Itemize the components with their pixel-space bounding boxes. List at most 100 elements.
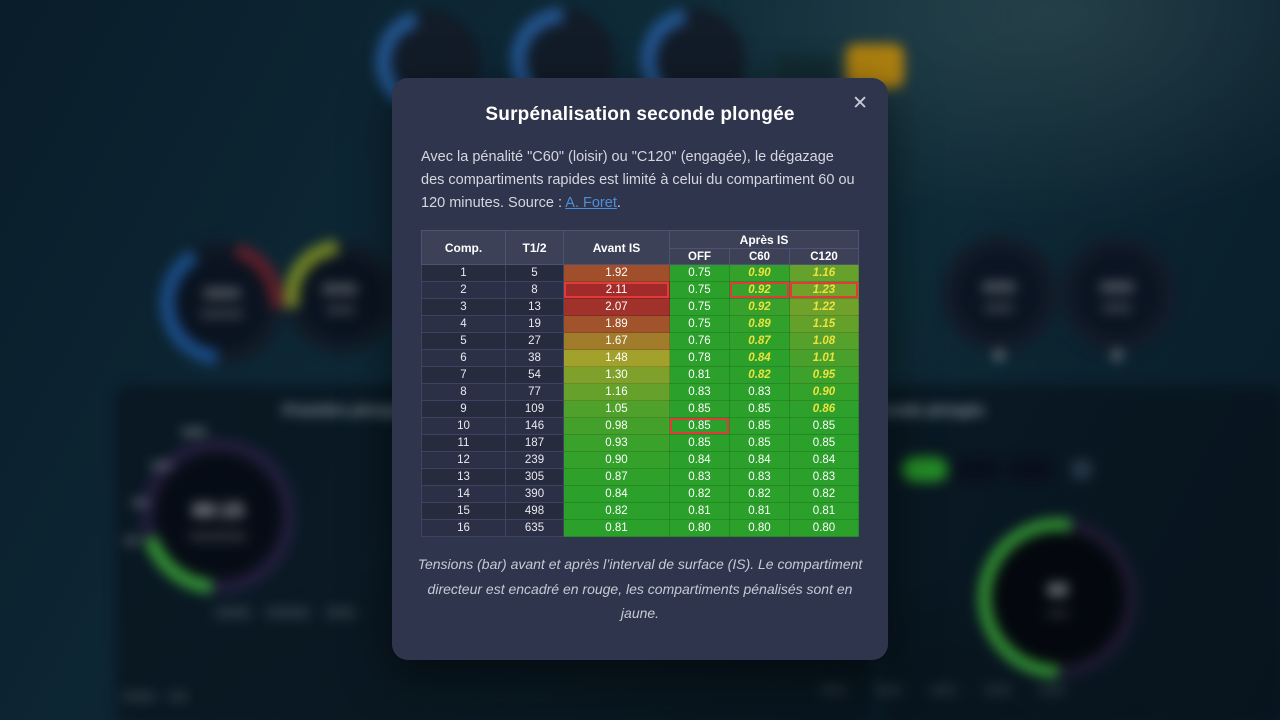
cell-c60: 0.84 <box>729 451 790 469</box>
source-link[interactable]: A. Foret <box>565 195 617 211</box>
cell-off: 0.83 <box>669 383 730 401</box>
cell-avant: 0.93 <box>563 434 670 452</box>
cell-avant: 0.81 <box>563 519 670 537</box>
col-header-avant: Avant IS <box>563 230 670 265</box>
cell-off: 0.76 <box>669 332 730 350</box>
cell-c120: 0.83 <box>789 468 859 486</box>
first-dive-panel-title: Première plongée <box>283 402 409 419</box>
table-row: 8 77 1.16 0.83 0.83 0.90 <box>421 383 859 401</box>
cell-t12: 5 <box>505 264 564 282</box>
cell-c120: 0.86 <box>789 400 859 418</box>
table-row: 4 19 1.89 0.75 0.89 1.15 <box>421 315 859 333</box>
cell-t12: 109 <box>505 400 564 418</box>
dive-timer-value: 00:15 <box>192 500 244 522</box>
mid-right-gauge-1 <box>942 236 1058 352</box>
cell-avant: 0.98 <box>563 417 670 435</box>
col-header-t12: T1/2 <box>505 230 564 265</box>
cell-off: 0.84 <box>669 451 730 469</box>
cell-c120: 1.01 <box>789 349 859 367</box>
cell-c60: 0.85 <box>729 434 790 452</box>
table-row: 2 8 2.11 0.75 0.92 1.23 <box>421 281 859 299</box>
cell-c60: 0.92 <box>729 298 790 316</box>
lock-icon <box>994 350 1004 360</box>
second-dive-panel-title: Seconde plongée <box>860 402 985 419</box>
table-row: 11 187 0.93 0.85 0.85 0.85 <box>421 434 859 452</box>
cell-avant: 0.84 <box>563 485 670 503</box>
cell-comp: 13 <box>421 468 506 486</box>
cell-comp: 12 <box>421 451 506 469</box>
cell-avant: 1.16 <box>563 383 670 401</box>
cell-c120: 0.85 <box>789 417 859 435</box>
cell-off: 0.78 <box>669 349 730 367</box>
table-row: 13 305 0.87 0.83 0.83 0.83 <box>421 468 859 486</box>
cell-avant: 0.90 <box>563 451 670 469</box>
tension-table: Comp. T1/2 Avant IS Après IS OFF C60 C12… <box>421 230 859 537</box>
modal-description: Avec la pénalité "C60" (loisir) ou "C120… <box>421 146 859 215</box>
cell-avant: 1.67 <box>563 332 670 350</box>
table-row: 15 498 0.82 0.81 0.81 0.81 <box>421 502 859 520</box>
table-row: 9 109 1.05 0.85 0.85 0.86 <box>421 400 859 418</box>
table-caption: Tensions (bar) avant et après l’interval… <box>417 556 863 621</box>
cell-avant: 1.92 <box>563 264 670 282</box>
cell-comp: 7 <box>421 366 506 384</box>
cell-t12: 498 <box>505 502 564 520</box>
description-text: Avec la pénalité "C60" (loisir) ou "C120… <box>421 149 855 211</box>
penalty-toggle-option <box>1006 457 1056 482</box>
close-icon[interactable]: ✕ <box>848 90 872 117</box>
table-row: 7 54 1.30 0.81 0.82 0.95 <box>421 366 859 384</box>
cell-c60: 0.83 <box>729 383 790 401</box>
cell-c60: 0.82 <box>729 366 790 384</box>
cell-avant: 0.87 <box>563 468 670 486</box>
cell-comp: 8 <box>421 383 506 401</box>
table-row: 1 5 1.92 0.75 0.90 1.16 <box>421 264 859 282</box>
cell-comp: 5 <box>421 332 506 350</box>
cell-c120: 0.95 <box>789 366 859 384</box>
col-header-comp: Comp. <box>421 230 506 265</box>
cell-comp: 11 <box>421 434 506 452</box>
second-dive-gauge: 60 <box>978 518 1138 678</box>
cell-avant: 2.07 <box>563 298 670 316</box>
table-row: 10 146 0.98 0.85 0.85 0.85 <box>421 417 859 435</box>
penalty-toggle-selected <box>902 457 948 482</box>
cell-t12: 305 <box>505 468 564 486</box>
cell-c60: 0.84 <box>729 349 790 367</box>
penalty-toggle-option <box>952 457 1002 482</box>
tension-table-body: 1 5 1.92 0.75 0.90 1.16 2 8 2.11 0.75 0.92 1.23 3 13 2… <box>421 264 859 537</box>
cell-off: 0.80 <box>669 519 730 537</box>
cell-off: 0.81 <box>669 366 730 384</box>
cell-t12: 19 <box>505 315 564 333</box>
cell-off: 0.83 <box>669 468 730 486</box>
cell-off: 0.82 <box>669 485 730 503</box>
table-row: 5 27 1.67 0.76 0.87 1.08 <box>421 332 859 350</box>
cell-comp: 10 <box>421 417 506 435</box>
cell-c60: 0.85 <box>729 400 790 418</box>
cell-avant: 0.82 <box>563 502 670 520</box>
cell-comp: 1 <box>421 264 506 282</box>
table-row: 3 13 2.07 0.75 0.92 1.22 <box>421 298 859 316</box>
cell-off: 0.85 <box>669 434 730 452</box>
cell-off: 0.85 <box>669 400 730 418</box>
cell-c60: 0.92 <box>729 281 790 299</box>
mid-left-gauge-2 <box>284 240 398 354</box>
cell-c60: 0.90 <box>729 264 790 282</box>
cell-comp: 4 <box>421 315 506 333</box>
modal-title: Surpénalisation seconde plongée <box>485 104 795 125</box>
cell-off: 0.75 <box>669 315 730 333</box>
mid-left-gauge-1 <box>160 241 284 365</box>
cell-t12: 77 <box>505 383 564 401</box>
cell-comp: 3 <box>421 298 506 316</box>
mid-right-gauge-2 <box>1060 236 1176 352</box>
cell-comp: 6 <box>421 349 506 367</box>
cell-c120: 1.23 <box>789 281 859 299</box>
cell-comp: 15 <box>421 502 506 520</box>
cell-c60: 0.85 <box>729 417 790 435</box>
cell-avant: 1.48 <box>563 349 670 367</box>
cell-avant: 2.11 <box>563 281 670 299</box>
description-period: . <box>616 195 621 211</box>
table-row: 16 635 0.81 0.80 0.80 0.80 <box>421 519 859 537</box>
cell-c120: 0.90 <box>789 383 859 401</box>
table-row: 14 390 0.84 0.82 0.82 0.82 <box>421 485 859 503</box>
cell-c120: 1.15 <box>789 315 859 333</box>
col-header-apres-group: Après IS <box>669 230 859 249</box>
cell-comp: 16 <box>421 519 506 537</box>
